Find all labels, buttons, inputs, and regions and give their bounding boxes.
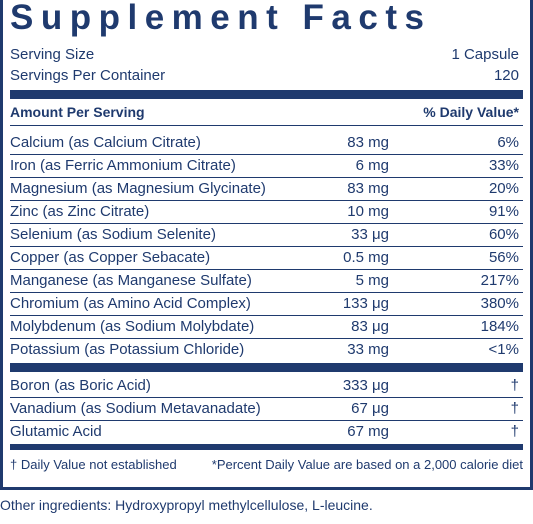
nutrient-row: Iron (as Ferric Ammonium Citrate) 6 mg 33% [10, 155, 523, 178]
daily-value: 20% [488, 180, 519, 197]
amount: 333 μg [342, 377, 389, 394]
daily-value: 60% [488, 226, 519, 243]
value: 120 [493, 67, 519, 84]
daily-value: <1% [488, 341, 519, 358]
nutrient-name: Copper (as Copper Sebacate) [10, 249, 211, 266]
nutrient-row: Boron (as Boric Acid) 333 μg † [10, 375, 523, 398]
label: Serving Size [10, 46, 95, 63]
daily-value: † [510, 400, 519, 417]
daily-value: † [510, 423, 519, 440]
daily-value: † [510, 377, 519, 394]
column-header: Amount Per Serving [10, 104, 145, 120]
daily-value: 184% [480, 318, 519, 335]
divider [10, 444, 523, 450]
divider [10, 363, 523, 372]
other-ingredients: Other ingredients: Hydroxypropyl methylc… [0, 497, 373, 513]
serving-size: Serving Size 1 Capsule [10, 44, 523, 65]
nutrient-name: Magnesium (as Magnesium Glycinate) [10, 180, 266, 197]
title: Supplement Facts [10, 0, 432, 37]
label: Servings Per Container [10, 67, 166, 84]
amount: 33 μg [351, 226, 389, 243]
daily-value: 380% [480, 295, 519, 312]
nutrient-row: Zinc (as Zinc Citrate) 10 mg 91% [10, 201, 523, 224]
nutrient-row: Chromium (as Amino Acid Complex) 133 μg 38… [10, 293, 523, 316]
amount: 5 mg [355, 272, 389, 289]
nutrient-row: Copper (as Copper Sebacate) 0.5 mg 56% [10, 247, 523, 270]
amount: 67 mg [347, 423, 389, 440]
amount: 0.5 mg [343, 249, 389, 266]
nutrient-row: Manganese (as Manganese Sulfate) 5 mg 217% [10, 270, 523, 293]
divider [10, 90, 523, 99]
column-header: % Daily Value* [423, 104, 519, 120]
servings: Servings Per Container 120 [10, 65, 523, 86]
daily-value: 217% [480, 272, 519, 289]
nutrient-name: Boron (as Boric Acid) [10, 377, 151, 394]
nutrient-row: Glutamic Acid 67 mg † [10, 421, 523, 443]
nutrient-name: Iron (as Ferric Ammonium Citrate) [10, 157, 236, 174]
nutrient-name: Potassium (as Potassium Chloride) [10, 341, 245, 358]
nutrient-name: Selenium (as Sodium Selenite) [10, 226, 216, 243]
nutrient-name: Zinc (as Zinc Citrate) [10, 203, 150, 220]
daily-value: 33% [488, 157, 519, 174]
nutrient-row: Selenium (as Sodium Selenite) 33 μg 60% [10, 224, 523, 247]
amount: 10 mg [347, 203, 389, 220]
rows: Calcium (as Calcium Citrate) 83 mg 6% Iron … [10, 132, 523, 361]
amount: 83 mg [347, 180, 389, 197]
daily-value: 56% [488, 249, 519, 266]
footnote: † Daily Value not established [10, 457, 177, 472]
daily-value: 6% [497, 134, 519, 151]
footnotes: † Daily Value not established *Percent Da… [10, 450, 523, 478]
nutrient-row: Magnesium (as Magnesium Glycinate) 83 mg 2… [10, 178, 523, 201]
footnote: *Percent Daily Value are based on a 2,00… [211, 457, 523, 472]
nutrient-row: Calcium (as Calcium Citrate) 83 mg 6% [10, 132, 523, 155]
rows: Boron (as Boric Acid) 333 μg † Vanadium (as… [10, 375, 523, 443]
nutrient-row: Molybdenum (as Sodium Molybdate) 83 μg 184… [10, 316, 523, 339]
table-header: Amount Per Serving % Daily Value* [10, 99, 523, 126]
value: 1 Capsule [451, 46, 519, 63]
facts-panel: Supplement Facts Serving Size 1 Capsule S… [0, 0, 533, 490]
amount: 33 mg [347, 341, 389, 358]
nutrient-row: Vanadium (as Sodium Metavanadate) 67 μg † [10, 398, 523, 421]
amount: 67 μg [351, 400, 389, 417]
amount: 133 μg [342, 295, 389, 312]
nutrient-name: Calcium (as Calcium Citrate) [10, 134, 201, 151]
nutrient-name: Chromium (as Amino Acid Complex) [10, 295, 251, 312]
amount: 83 mg [347, 134, 389, 151]
amount: 6 mg [355, 157, 389, 174]
nutrient-name: Vanadium (as Sodium Metavanadate) [10, 400, 261, 417]
amount: 83 μg [351, 318, 389, 335]
daily-value: 91% [488, 203, 519, 220]
nutrient-name: Manganese (as Manganese Sulfate) [10, 272, 252, 289]
nutrient-row: Potassium (as Potassium Chloride) 33 mg <1… [10, 339, 523, 361]
nutrient-name: Glutamic Acid [10, 423, 102, 440]
nutrient-name: Molybdenum (as Sodium Molybdate) [10, 318, 255, 335]
